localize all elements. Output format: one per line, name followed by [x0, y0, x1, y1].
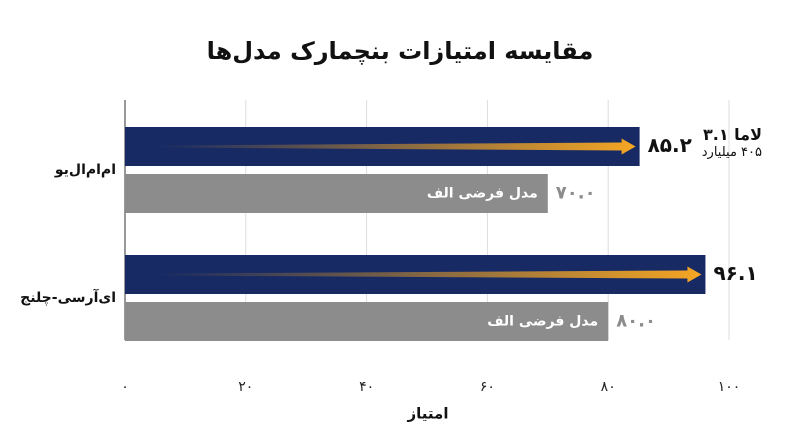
x-tick-label: ۴۰ — [359, 379, 374, 395]
value-label: ۸۵.۲ — [648, 133, 692, 157]
x-axis-label: امتیاز — [407, 405, 449, 423]
value-label: ۸۰.۰ — [616, 311, 656, 332]
bar-arrow — [155, 266, 702, 283]
y-tick-label: ام‌ام‌ال‌یو — [54, 162, 116, 178]
bar-arrow — [155, 138, 636, 155]
x-tick-label: ۶۰ — [480, 379, 495, 395]
x-tick-label: ۰ — [121, 379, 129, 395]
value-label: ۹۶.۱ — [713, 261, 757, 285]
x-tick-label: ۲۰ — [238, 379, 253, 395]
legend-entry: لاما ۳.۱ ۴۰۵ میلیارد — [701, 125, 762, 161]
y-tick-label: ای‌آرسی-چلنج — [20, 288, 116, 306]
x-tick-label: ۱۰۰ — [718, 379, 741, 395]
chart-title: مقایسه امتیازات بنچمارک مدل‌ها — [207, 37, 594, 65]
bar-inner-label: مدل فرضی الف — [487, 314, 598, 330]
value-label: ۷۰.۰ — [556, 183, 596, 204]
bar — [125, 174, 548, 213]
bar-inner-label: مدل فرضی الف — [427, 186, 538, 202]
x-tick-label: ۸۰ — [601, 379, 616, 395]
bar — [125, 302, 609, 341]
